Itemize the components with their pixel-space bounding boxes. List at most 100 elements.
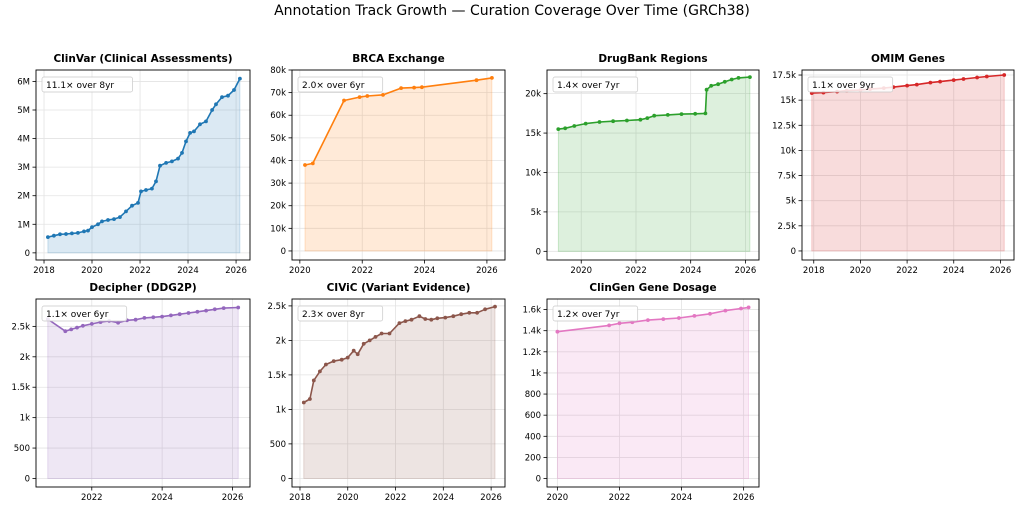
- data-point: [82, 229, 86, 234]
- data-point: [76, 231, 80, 235]
- y-tick-label: 0: [281, 247, 286, 257]
- x-tick-label: 2022: [81, 493, 103, 503]
- data-point: [451, 314, 456, 319]
- y-tick-label: 1.5k: [12, 383, 31, 393]
- y-tick-label: 1.6k: [523, 306, 542, 316]
- annotation-label: 1.1× over 9yr: [812, 81, 875, 91]
- data-point: [387, 331, 392, 336]
- x-tick-label: 2020: [570, 266, 592, 276]
- y-tick-label: 0: [791, 247, 796, 257]
- y-tick-label: 15k: [780, 96, 796, 106]
- data-point: [139, 189, 143, 194]
- x-tick-label: 2024: [432, 493, 454, 503]
- annotation-box: [552, 305, 639, 322]
- data-point: [748, 75, 752, 79]
- panel-2: 0 10k 20k 30k 40k 50k 60k 70k 80k 2020 2022 2024 202…: [270, 53, 506, 276]
- data-point: [226, 93, 230, 98]
- data-point: [214, 102, 218, 107]
- y-tick-label: 6M: [17, 77, 30, 87]
- area-fill: [811, 74, 1005, 252]
- data-point: [130, 203, 134, 208]
- data-point: [81, 323, 85, 328]
- y-tick-label: 0: [281, 474, 286, 484]
- y-tick-label: 7.5k: [778, 172, 797, 182]
- data-point: [739, 306, 743, 311]
- x-tick-label: 2020: [289, 266, 311, 276]
- area-fill: [303, 306, 496, 479]
- data-point: [583, 121, 588, 126]
- data-point: [555, 329, 560, 334]
- panel-1: 0 1M 2M 3M 4M 5M 6M 2018 2020 2022 2024 2026 ClinVar…: [17, 53, 251, 276]
- x-tick-label: 2024: [151, 493, 173, 503]
- data-point: [46, 235, 50, 240]
- data-point: [58, 232, 62, 237]
- data-point: [723, 308, 728, 313]
- series-line: [47, 306, 239, 333]
- data-point: [746, 305, 751, 310]
- data-point: [184, 139, 188, 144]
- x-tick-label: 2022: [385, 493, 407, 503]
- y-tick-label: 4M: [17, 135, 30, 145]
- data-point: [100, 219, 104, 224]
- data-point: [951, 78, 956, 82]
- y-tick-label: 15k: [525, 129, 541, 139]
- data-point: [116, 320, 120, 325]
- y-tick-label: 60k: [270, 111, 286, 121]
- y-tick-label: 200: [525, 453, 541, 463]
- data-point: [403, 319, 408, 323]
- x-tick-label: 2024: [671, 493, 693, 503]
- data-point: [423, 317, 428, 321]
- data-point: [475, 310, 479, 315]
- data-point: [722, 79, 727, 84]
- y-tick-label: 17.5k: [772, 71, 796, 81]
- data-point: [367, 338, 372, 343]
- data-point: [646, 318, 650, 322]
- data-point: [238, 76, 242, 81]
- x-tick-label: 2022: [609, 493, 631, 503]
- data-point: [355, 352, 360, 357]
- y-tick-label: 1k: [531, 369, 541, 379]
- panel-title: OMIM Genes: [871, 53, 945, 65]
- data-point: [195, 309, 200, 314]
- data-point: [151, 315, 156, 320]
- y-tick-label: 3M: [17, 163, 30, 173]
- y-tick-label: 1.2k: [523, 348, 542, 358]
- data-point: [397, 321, 402, 325]
- data-point: [63, 329, 68, 334]
- data-point: [373, 335, 378, 339]
- panel-title: BRCA Exchange: [352, 53, 444, 65]
- plot-frame: [291, 69, 506, 261]
- plot-frame: [801, 69, 1015, 261]
- annotation-box: [41, 305, 128, 322]
- data-point: [716, 82, 720, 87]
- annotation-label: 2.0× over 6yr: [302, 81, 365, 91]
- data-point: [661, 317, 666, 321]
- data-point: [412, 85, 416, 90]
- y-tick-label: 1k: [276, 405, 286, 415]
- data-point: [474, 78, 479, 83]
- x-tick-label: 2022: [896, 266, 918, 276]
- data-point: [692, 314, 697, 318]
- y-tick-label: 5M: [17, 106, 30, 116]
- panel-7: 0 200 400 600 800 1k 1.2k 1.4k 1.6k 2020 2022 2024 2…: [523, 282, 760, 503]
- data-point: [729, 77, 734, 82]
- x-tick-label: 2026: [225, 266, 247, 276]
- x-tick-label: 2018: [803, 266, 825, 276]
- panel-title: ClinGen Gene Dosage: [589, 282, 716, 294]
- panel-title: ClinVar (Clinical Assessments): [53, 53, 232, 65]
- annotation-box: [807, 76, 894, 93]
- annotation-label: 1.2× over 7yr: [557, 310, 620, 320]
- data-point: [221, 306, 226, 310]
- annotation-box: [297, 76, 384, 93]
- x-tick-label: 2022: [129, 266, 151, 276]
- data-point: [961, 77, 966, 81]
- data-point: [984, 74, 989, 79]
- data-point: [1002, 73, 1007, 77]
- data-point: [150, 186, 154, 191]
- x-tick-label: 2026: [480, 493, 502, 503]
- data-point: [160, 314, 165, 319]
- data-point: [169, 313, 173, 318]
- y-tick-label: 500: [14, 444, 30, 454]
- y-tick-label: 2.5k: [12, 322, 31, 332]
- data-point: [144, 188, 148, 192]
